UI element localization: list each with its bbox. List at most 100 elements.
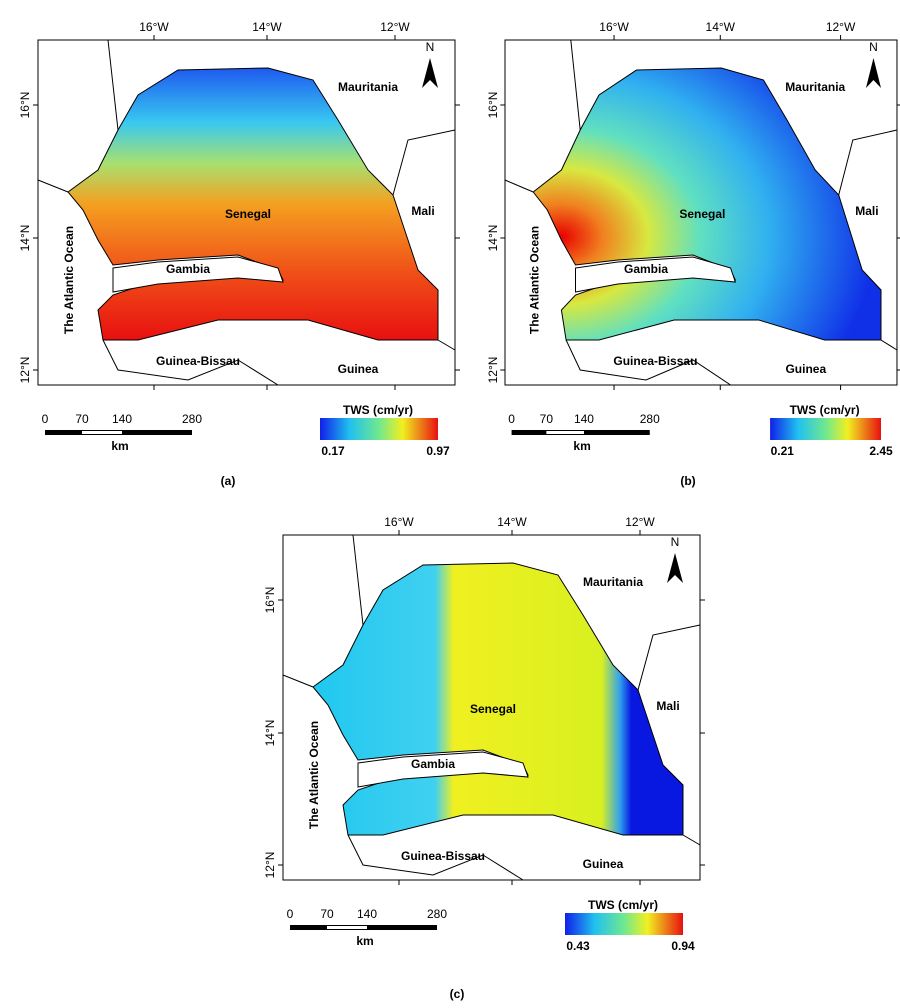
legend-bar [565,913,683,935]
legend-bar [770,418,881,440]
lat-label: 14°N [486,225,500,252]
border [347,834,524,881]
north-label: N [426,40,435,54]
place-label: Senegal [225,207,271,221]
scale-unit: km [573,439,590,453]
legend-min: 0.17 [321,444,345,458]
border [880,339,898,351]
north-label: N [869,40,878,54]
place-label: Mali [855,204,878,218]
place-label: Guinea [785,362,826,376]
gambia [357,751,529,788]
border [682,834,701,846]
senegal-grid [312,562,684,836]
lat-label: 16°N [18,92,32,119]
border [282,674,314,688]
legend-min: 0.43 [566,939,590,953]
scale-tick: 70 [320,907,334,921]
border [37,179,69,193]
map-panel: 16°W 14°W 12°W 16°N 14°N 12°N Mauritania Mali Se… [486,20,900,458]
lon-label: 12°W [380,20,410,34]
lat-label: 16°N [263,587,277,614]
legend-title: TWS (cm/yr) [343,403,413,417]
ocean-label: The Atlantic Ocean [527,226,541,334]
border [504,179,534,193]
scale-bar [546,431,584,434]
legend-title: TWS (cm/yr) [790,403,860,417]
border [392,129,456,196]
scale-bar [327,926,367,929]
panel-label: (a) [221,474,236,488]
lon-label: 16°W [384,515,414,529]
scale-tick: 70 [540,412,554,426]
scale-unit: km [356,934,373,948]
border [437,339,456,351]
lon-label: 12°W [625,515,655,529]
ocean-label: The Atlantic Ocean [307,721,321,829]
scale-bar [82,431,122,434]
scale-tick: 0 [508,412,515,426]
senegal-grid [532,67,882,341]
place-label: Gambia [411,757,455,771]
place-label: Gambia [624,262,668,276]
lon-label: 16°W [599,20,629,34]
scale-tick: 0 [42,412,49,426]
scale-tick: 280 [427,907,447,921]
gambia [112,256,284,293]
place-label: Mauritania [583,575,643,589]
place-label: Mali [411,204,434,218]
scale-tick: 140 [357,907,377,921]
lat-label: 16°N [486,92,500,119]
legend-max: 0.94 [671,939,695,953]
border [102,339,279,386]
legend-min: 0.21 [771,444,795,458]
legend-max: 2.45 [869,444,893,458]
scale-tick: 70 [75,412,89,426]
border [565,339,731,386]
map-panel: 16°W 14°W 12°W 16°N 14°N 12°N Mauritania Mali Se… [263,515,705,953]
scale-unit: km [111,439,128,453]
north-arrow [422,58,438,88]
place-label: Mauritania [338,80,398,94]
lat-label: 14°N [263,720,277,747]
lon-label: 16°W [139,20,169,34]
legend-bar [320,418,438,440]
scale-tick: 0 [287,907,294,921]
legend-title: TWS (cm/yr) [588,898,658,912]
ocean-label: The Atlantic Ocean [62,226,76,334]
place-label: Guinea-Bissau [156,354,240,368]
legend-max: 0.97 [426,444,450,458]
north-label: N [671,535,680,549]
lat-label: 12°N [486,357,500,384]
gambia [575,256,737,293]
senegal-grid [67,67,439,341]
place-label: Guinea [338,362,379,376]
border [838,129,898,196]
place-label: Gambia [166,262,210,276]
border [570,39,581,131]
border [352,534,364,626]
north-arrow [865,58,881,88]
scale-tick: 280 [640,412,660,426]
map-panel: 16°W 14°W 12°W 16°N 14°N 12°N Mauritania Mali Se… [18,20,460,458]
panel-label: (b) [680,474,695,488]
scale-tick: 140 [574,412,594,426]
panel-label: (c) [450,987,465,1001]
place-label: Guinea-Bissau [401,849,485,863]
place-label: Guinea [583,857,624,871]
place-label: Mali [656,699,679,713]
lat-label: 14°N [18,225,32,252]
border [107,39,119,131]
lon-label: 14°W [252,20,282,34]
lon-label: 14°W [706,20,736,34]
place-label: Guinea-Bissau [613,354,697,368]
border [637,624,701,691]
lat-label: 12°N [18,357,32,384]
lon-label: 14°W [497,515,527,529]
lon-label: 12°W [826,20,856,34]
scale-tick: 280 [182,412,202,426]
place-label: Senegal [679,207,725,221]
north-arrow [667,553,683,583]
place-label: Mauritania [785,80,845,94]
